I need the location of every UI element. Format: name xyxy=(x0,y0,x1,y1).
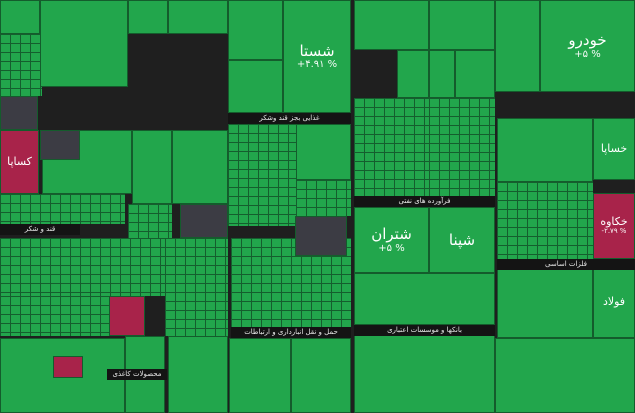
tile-cluster xyxy=(429,98,495,196)
tile-cluster xyxy=(497,182,593,266)
tile-symbol: خساپا xyxy=(600,141,628,155)
treemap-tile[interactable] xyxy=(296,124,351,180)
tile-change: -۲.۷۹ % xyxy=(601,227,627,236)
tile-symbol: کساپا xyxy=(7,154,32,168)
treemap-tile[interactable] xyxy=(229,338,291,413)
treemap-tile[interactable] xyxy=(228,60,283,113)
tile-cluster xyxy=(0,194,125,224)
tile-cluster xyxy=(228,124,296,226)
sector-label: قند و شکر xyxy=(0,224,80,235)
treemap-tile[interactable] xyxy=(495,0,540,92)
treemap-tile[interactable] xyxy=(429,0,495,50)
tile-symbol: شتران xyxy=(371,225,412,244)
treemap-tile[interactable] xyxy=(497,266,593,338)
tile-symbol: شپنا xyxy=(448,230,476,249)
treemap-tile[interactable] xyxy=(354,334,495,413)
treemap-tile[interactable] xyxy=(168,0,228,34)
tile-cluster xyxy=(354,98,429,207)
tile-symbol: خکاوه xyxy=(600,215,628,229)
treemap-tile[interactable] xyxy=(429,50,455,98)
sector-label: بانکها و موسسات اعتباری xyxy=(354,325,495,336)
treemap-tile[interactable]: خکاوه -۲.۷۹ % xyxy=(593,193,635,259)
treemap-tile[interactable] xyxy=(180,204,228,238)
treemap-tile[interactable] xyxy=(0,0,40,34)
treemap-tile[interactable]: شپنا xyxy=(429,207,495,273)
treemap-tile[interactable] xyxy=(40,0,128,87)
treemap-tile[interactable] xyxy=(128,0,168,34)
treemap-tile[interactable] xyxy=(228,0,283,60)
treemap-tile[interactable] xyxy=(455,50,495,98)
treemap-tile[interactable] xyxy=(295,216,347,256)
treemap-tile[interactable] xyxy=(354,273,495,325)
treemap-tile[interactable]: کساپا xyxy=(0,130,39,194)
tile-cluster xyxy=(165,238,228,336)
tile-symbol: فولاد xyxy=(602,294,626,308)
treemap-tile[interactable] xyxy=(291,338,351,413)
treemap-tile[interactable] xyxy=(497,118,593,182)
treemap-tile[interactable] xyxy=(397,50,429,98)
tile-change: +۵ % xyxy=(378,242,405,254)
sector-label: فلزات اساسی xyxy=(497,259,635,270)
treemap-tile[interactable] xyxy=(495,338,635,413)
sector-label: غذایی بجز قند وشکر xyxy=(228,113,351,124)
tile-symbol: شستا xyxy=(299,41,335,60)
sector-label: محصولات کاغذی xyxy=(107,369,167,380)
treemap-tile[interactable] xyxy=(172,130,228,204)
treemap-tile[interactable]: خودرو +۵ % xyxy=(540,0,635,92)
tile-change: +۵ % xyxy=(574,48,601,60)
treemap-tile[interactable] xyxy=(40,130,80,160)
tile-cluster xyxy=(0,296,109,336)
treemap-tile[interactable] xyxy=(0,96,38,130)
sector-label: حمل و نقل انبارداری و ارتباطات xyxy=(231,327,351,338)
treemap-tile[interactable] xyxy=(109,296,145,336)
treemap-tile[interactable]: شتران +۵ % xyxy=(354,207,429,273)
tile-change: +۴.۹۱ % xyxy=(296,59,338,71)
treemap-tile[interactable] xyxy=(168,336,228,413)
tile-cluster xyxy=(0,34,42,96)
treemap-tile[interactable] xyxy=(53,356,83,378)
tile-cluster xyxy=(128,204,172,238)
treemap-tile[interactable]: خساپا xyxy=(593,118,635,180)
treemap-tile[interactable]: شستا +۴.۹۱ % xyxy=(283,0,351,113)
treemap-tile[interactable]: فولاد xyxy=(593,266,635,338)
tile-symbol: خودرو xyxy=(568,31,607,50)
treemap-tile[interactable] xyxy=(132,130,172,204)
treemap-tile[interactable] xyxy=(354,0,429,50)
tile-cluster xyxy=(296,180,351,216)
tile-cluster xyxy=(0,238,165,296)
sector-label: فرآورده های نفتی xyxy=(354,196,495,207)
